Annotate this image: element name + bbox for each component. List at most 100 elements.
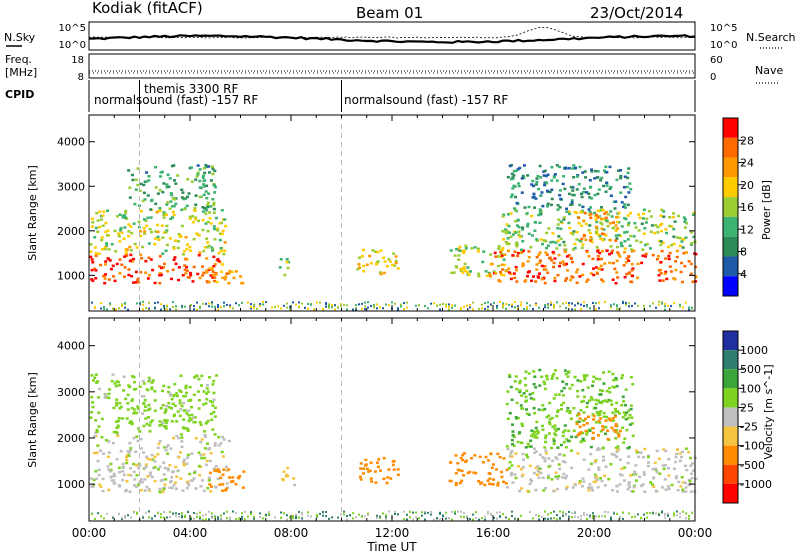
data-cell: [191, 215, 195, 218]
scatter-cell: [685, 512, 687, 515]
data-cell: [609, 462, 613, 466]
data-cell: [160, 224, 164, 227]
data-cell: [162, 425, 166, 428]
data-cell: [674, 268, 678, 272]
data-cell: [530, 234, 534, 237]
data-cell: [551, 250, 555, 254]
data-cell: [555, 164, 559, 167]
data-cell: [373, 470, 377, 473]
data-cell: [630, 248, 634, 251]
scatter-cell: [169, 510, 171, 513]
data-cell: [533, 220, 537, 224]
data-cell: [130, 399, 134, 403]
data-cell: [292, 477, 296, 480]
scatter-cell: [469, 304, 471, 307]
scatter-cell: [250, 305, 252, 308]
data-cell: [600, 278, 604, 281]
scatter-cell: [418, 304, 420, 307]
scatter-cell: [124, 517, 126, 520]
data-cell: [202, 489, 206, 493]
data-cell: [242, 470, 246, 473]
data-cell: [610, 452, 614, 456]
scatter-cell: [307, 307, 309, 310]
data-cell: [159, 175, 163, 178]
data-cell: [654, 223, 658, 227]
data-cell: [584, 238, 588, 242]
data-cell: [146, 194, 150, 197]
scatter-cell: [616, 305, 618, 308]
data-cell: [192, 265, 196, 269]
scatter-cell: [241, 517, 243, 520]
data-cell: [385, 481, 389, 485]
scatter-cell: [436, 518, 438, 521]
data-cell: [187, 399, 191, 402]
data-cell: [118, 401, 122, 405]
scatter-cell: [148, 308, 150, 311]
scatter-cell: [586, 513, 588, 516]
data-cell: [185, 391, 189, 395]
data-cell: [218, 232, 222, 235]
data-cell: [620, 376, 624, 380]
data-cell: [186, 195, 190, 199]
data-cell: [501, 215, 505, 218]
data-cell: [571, 167, 575, 170]
scatter-cell: [496, 306, 498, 309]
data-cell: [578, 165, 582, 169]
data-cell: [172, 213, 176, 217]
data-cell: [106, 465, 110, 468]
scatter-cell: [367, 513, 369, 516]
data-cell: [538, 261, 542, 264]
data-cell: [562, 175, 566, 178]
data-cell: [528, 393, 532, 396]
data-cell: [529, 279, 533, 283]
scatter-cell: [472, 518, 474, 521]
data-cell: [382, 456, 386, 460]
data-cell: [503, 253, 507, 256]
data-cell: [600, 401, 604, 405]
scatter-cell: [544, 306, 546, 309]
data-cell: [212, 207, 216, 211]
data-cell: [513, 380, 517, 383]
data-cell: [214, 486, 218, 489]
scatter-cell: [235, 517, 237, 520]
data-cell: [581, 399, 585, 403]
scatter-cell: [115, 308, 117, 311]
scatter-cell: [274, 306, 276, 309]
data-cell: [580, 484, 584, 488]
data-cell: [121, 478, 125, 482]
scatter-cell: [445, 517, 447, 520]
data-cell: [221, 229, 225, 233]
data-cell: [624, 388, 628, 391]
data-cell: [153, 242, 157, 246]
data-cell: [206, 201, 210, 205]
scatter-cell: [187, 511, 189, 514]
data-cell: [129, 447, 133, 450]
scatter-cell: [211, 301, 213, 304]
scatter-cell: [379, 306, 381, 309]
data-cell: [627, 481, 631, 484]
data-cell: [629, 474, 633, 477]
data-cell: [634, 479, 638, 482]
data-cell: [589, 235, 593, 239]
data-cell: [358, 256, 362, 260]
scatter-cell: [499, 301, 501, 304]
data-cell: [623, 231, 627, 234]
data-cell: [149, 216, 153, 219]
data-cell: [569, 185, 573, 189]
scatter-cell: [259, 512, 261, 515]
data-cell: [197, 377, 201, 381]
scatter-cell: [262, 517, 264, 520]
data-cell: [608, 390, 612, 394]
data-cell: [569, 278, 573, 282]
data-cell: [183, 394, 187, 398]
data-cell: [97, 425, 101, 428]
data-cell: [157, 442, 161, 446]
scatter-cell: [94, 518, 96, 521]
colorbar-swatch: [723, 331, 738, 351]
scatter-cell: [556, 518, 558, 521]
data-cell: [194, 487, 198, 490]
data-cell: [612, 428, 616, 432]
data-cell: [111, 264, 115, 268]
data-cell: [194, 178, 198, 181]
data-cell: [680, 240, 684, 243]
